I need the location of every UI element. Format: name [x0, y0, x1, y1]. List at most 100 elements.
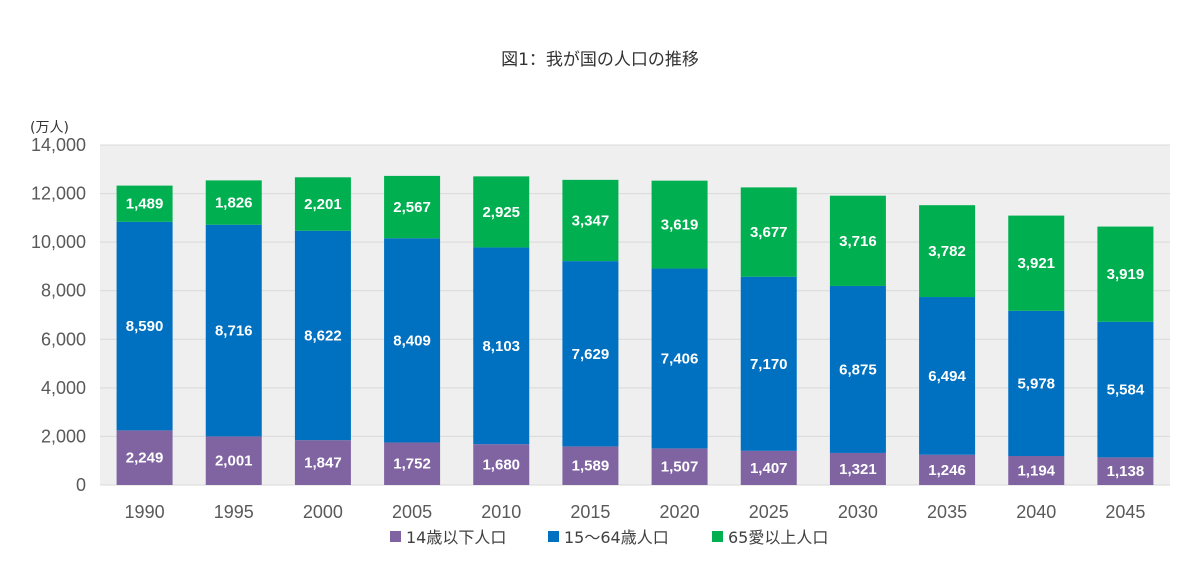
data-label: 2,001	[215, 453, 253, 470]
data-label: 3,677	[750, 224, 788, 241]
data-label: 1,194	[1017, 463, 1055, 480]
legend-label: 14歳以下人口	[406, 528, 506, 547]
x-tick-label: 2040	[1016, 502, 1056, 522]
bar-segment	[473, 247, 530, 445]
data-label: 5,584	[1107, 382, 1145, 399]
x-tick-label: 2005	[392, 502, 432, 522]
x-tick-label: 2015	[570, 502, 610, 522]
data-label: 1,507	[661, 459, 699, 476]
bar-segment	[384, 442, 441, 485]
data-label: 3,619	[661, 217, 699, 234]
y-tick-label: 6,000	[41, 329, 86, 349]
data-label: 1,489	[126, 196, 164, 213]
data-label: 1,752	[393, 456, 431, 473]
y-tick-label: 2,000	[41, 426, 86, 446]
data-label: 6,494	[928, 368, 966, 385]
bar-segment	[1008, 456, 1065, 485]
bar-segment	[919, 454, 976, 485]
y-tick-label: 8,000	[41, 281, 86, 301]
bar-segment	[384, 238, 441, 443]
bar-segment	[919, 205, 976, 298]
data-label: 3,347	[572, 212, 610, 229]
legend: 14歳以下人口 15～64歳人口 65愛以上人口	[390, 528, 828, 547]
x-tick-label: 1995	[214, 502, 254, 522]
legend-swatch	[548, 531, 559, 542]
bar-segment	[473, 444, 530, 485]
data-label: 7,170	[750, 356, 788, 373]
data-label: 2,567	[393, 199, 431, 216]
data-label: 8,103	[482, 338, 520, 355]
bar-segment	[1097, 321, 1154, 458]
legend-label: 15～64歳人口	[564, 528, 669, 547]
data-label: 8,716	[215, 323, 253, 340]
bar-segment	[116, 185, 173, 222]
legend-item: 15～64歳人口	[548, 528, 669, 547]
data-label: 8,409	[393, 332, 431, 349]
data-label: 1,321	[839, 461, 877, 478]
data-label: 8,622	[304, 327, 342, 344]
bar-segment	[1097, 457, 1154, 485]
y-tick-label: 4,000	[41, 378, 86, 398]
x-tick-label: 2000	[303, 502, 343, 522]
legend-swatch	[712, 531, 723, 542]
x-tick-label: 2025	[749, 502, 789, 522]
bar-segment	[116, 430, 173, 485]
data-label: 8,590	[126, 318, 164, 335]
data-label: 5,978	[1017, 375, 1055, 392]
data-label: 3,716	[839, 233, 877, 250]
data-label: 1,138	[1107, 463, 1145, 480]
bar-segment	[829, 452, 886, 485]
data-label: 2,925	[482, 204, 520, 221]
bar-segment	[740, 276, 797, 451]
y-axis-unit: (万人)	[30, 120, 69, 136]
x-tick-label: 2030	[838, 502, 878, 522]
data-label: 3,782	[928, 243, 966, 260]
x-tick-label: 2045	[1105, 502, 1145, 522]
bar-segment	[829, 285, 886, 453]
data-label: 2,201	[304, 196, 342, 213]
bar-segment	[1008, 310, 1065, 457]
legend-item: 14歳以下人口	[390, 528, 506, 547]
bar-segment	[294, 177, 351, 231]
bar-segment	[384, 175, 441, 239]
data-label: 1,407	[750, 460, 788, 477]
legend-swatch	[390, 531, 401, 542]
plot-background	[100, 145, 1170, 485]
bar-segment	[116, 221, 173, 431]
bar-segment	[562, 179, 619, 262]
bar-segment	[294, 230, 351, 441]
legend-label: 65愛以上人口	[728, 528, 828, 547]
bar-segment	[651, 448, 708, 485]
bar-segment	[473, 176, 530, 248]
data-label: 6,875	[839, 361, 877, 378]
bar-segment	[829, 195, 886, 286]
y-tick-label: 10,000	[31, 232, 86, 252]
bar-segment	[740, 187, 797, 277]
y-tick-label: 0	[76, 475, 86, 495]
data-label: 1,826	[215, 195, 253, 212]
y-tick-label: 12,000	[31, 184, 86, 204]
bar-segment	[919, 297, 976, 455]
bar-segment	[562, 446, 619, 485]
bar-segment	[562, 261, 619, 447]
data-label: 1,680	[482, 457, 520, 474]
x-tick-label: 2035	[927, 502, 967, 522]
x-tick-label: 2010	[481, 502, 521, 522]
data-label: 3,919	[1107, 266, 1145, 283]
bar-segment	[1097, 226, 1154, 322]
bar-segment	[205, 436, 262, 485]
data-label: 1,246	[928, 462, 966, 479]
data-label: 7,629	[572, 346, 610, 363]
chart-title: 図1：我が国の人口の推移	[501, 50, 699, 70]
data-label: 3,921	[1017, 255, 1055, 272]
bar-segment	[205, 180, 262, 225]
bar-segment	[1008, 215, 1065, 311]
bar-segment	[740, 450, 797, 485]
x-tick-label: 1990	[125, 502, 165, 522]
data-label: 1,847	[304, 455, 342, 472]
bar-segment	[294, 440, 351, 485]
y-tick-label: 14,000	[31, 135, 86, 155]
bar-segment	[205, 224, 262, 437]
bar-segment	[651, 268, 708, 449]
